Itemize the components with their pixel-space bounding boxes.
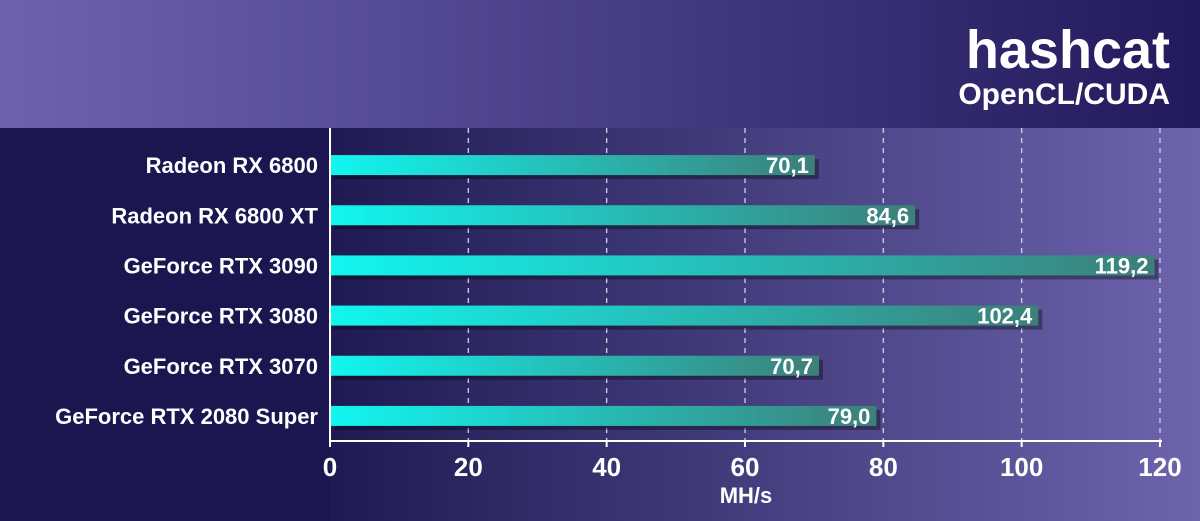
- bar-value-label: 84,6: [866, 203, 909, 228]
- category-label: GeForce RTX 3070: [124, 354, 318, 379]
- bar-value-label: 79,0: [828, 404, 871, 429]
- bar-value-label: 70,1: [766, 153, 809, 178]
- category-label: Radeon RX 6800 XT: [111, 203, 318, 228]
- bar: [330, 405, 877, 426]
- bars-group: 70,1 84,6 119,2 102,4 70,7 79,0: [330, 153, 1159, 430]
- grid-lines: [467, 128, 1161, 441]
- bar-value-label: 70,7: [770, 354, 813, 379]
- x-tick-label: 80: [869, 452, 898, 482]
- category-label: GeForce RTX 3080: [124, 304, 318, 329]
- bar: [330, 305, 1039, 326]
- category-labels: Radeon RX 6800 Radeon RX 6800 XT GeForce R…: [55, 153, 318, 429]
- x-tick-label: 0: [323, 452, 337, 482]
- chart-title: hashcat: [966, 20, 1170, 80]
- x-tick-label: 120: [1138, 452, 1181, 482]
- category-label: Radeon RX 6800: [146, 153, 318, 178]
- x-tick-label: 20: [454, 452, 483, 482]
- x-tick-label: 100: [1000, 452, 1043, 482]
- bar: [330, 355, 820, 376]
- bar-value-label: 102,4: [977, 304, 1033, 329]
- bar: [330, 155, 815, 176]
- x-axis-ticks: 0 20 40 60 80 100 120: [323, 441, 1182, 482]
- bar-value-label: 119,2: [1095, 253, 1149, 278]
- category-label: GeForce RTX 2080 Super: [55, 404, 318, 429]
- header-background: [0, 0, 1200, 128]
- chart-subtitle: OpenCL/CUDA: [958, 78, 1170, 111]
- x-tick-label: 60: [731, 452, 760, 482]
- bar: [330, 205, 916, 226]
- bar: [330, 255, 1155, 276]
- x-axis-title: MH/s: [720, 483, 773, 508]
- label-panel-background: [0, 128, 330, 521]
- x-tick-label: 40: [592, 452, 621, 482]
- category-label: GeForce RTX 3090: [124, 253, 318, 278]
